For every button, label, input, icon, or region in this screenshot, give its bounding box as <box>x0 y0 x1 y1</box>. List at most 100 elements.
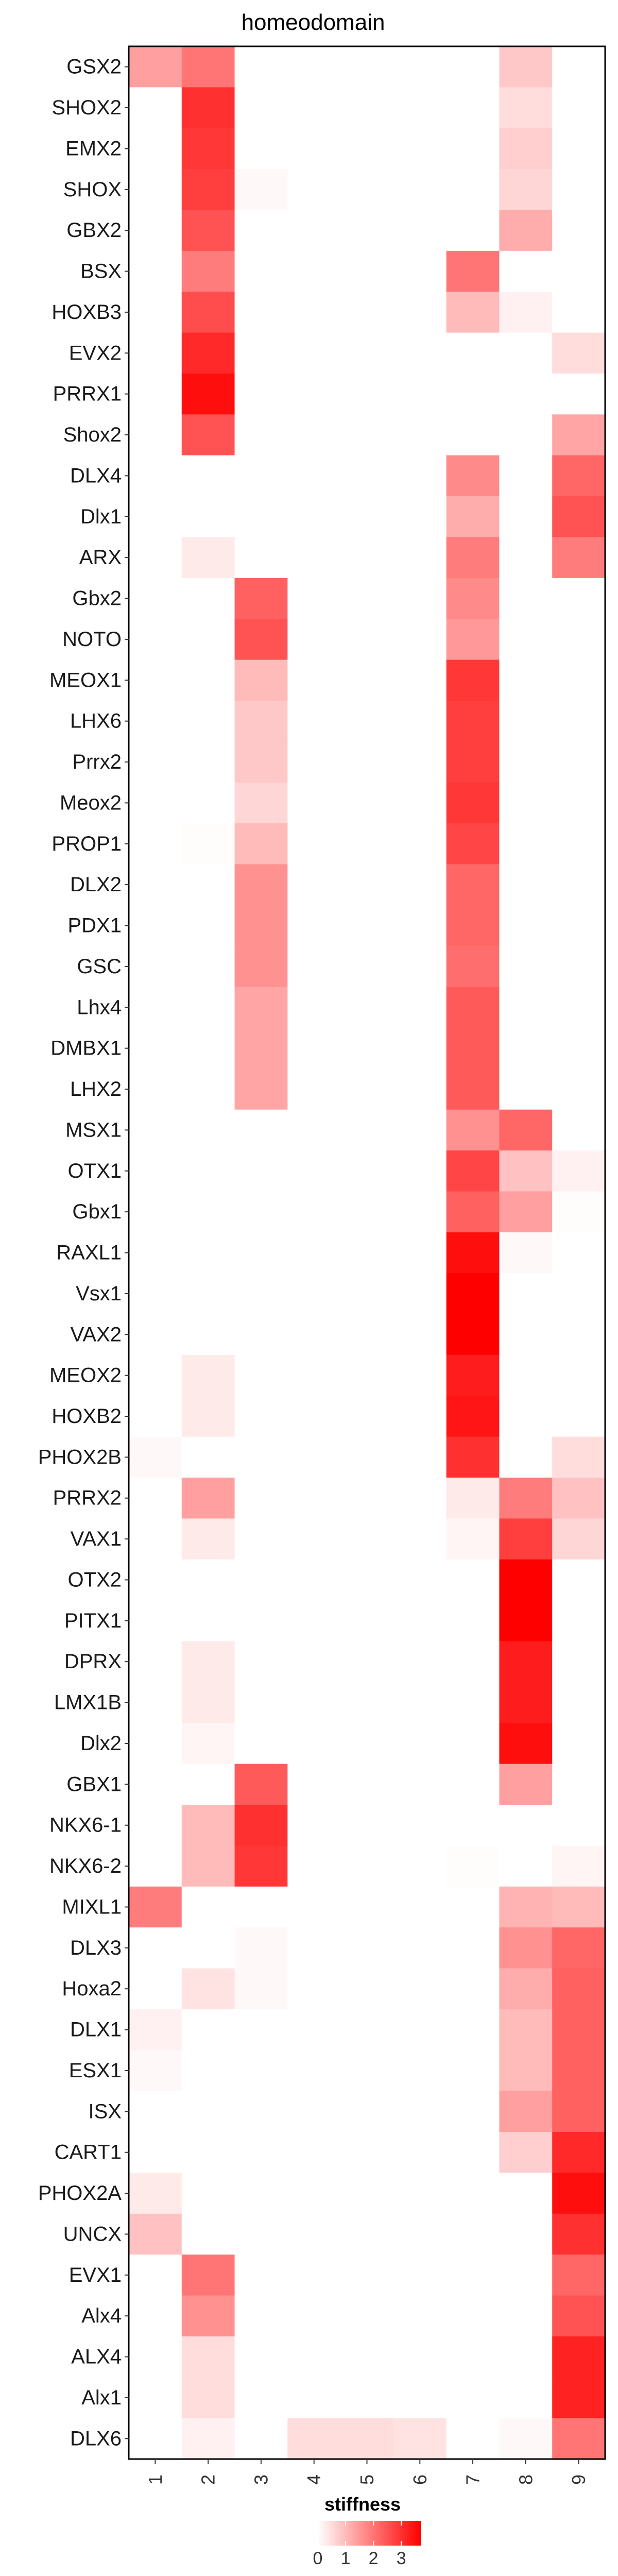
row-label: EVX2 <box>69 342 122 364</box>
heatmap-cell <box>552 2295 606 2337</box>
heatmap-cell <box>499 128 553 170</box>
heatmap-cell <box>446 578 500 619</box>
column-label: 9 <box>568 2475 589 2485</box>
heatmap-cell <box>393 1191 447 1233</box>
heatmap-cell <box>340 619 394 660</box>
heatmap-cell <box>181 2295 235 2337</box>
heatmap-cell <box>552 2132 606 2173</box>
row-label: GSX2 <box>66 56 122 78</box>
heatmap-cell <box>393 1682 447 1723</box>
row-label: DLX2 <box>70 873 122 896</box>
row-label: Gbx2 <box>72 587 122 610</box>
heatmap-cell <box>234 700 288 742</box>
heatmap-cell <box>287 128 341 170</box>
heatmap-cell <box>287 1641 341 1683</box>
heatmap-cell <box>446 87 500 129</box>
heatmap-cell <box>181 1232 235 1274</box>
heatmap-cell <box>446 1764 500 1805</box>
heatmap-cell <box>552 210 606 251</box>
row-label: EVX1 <box>69 2264 122 2286</box>
heatmap-cell <box>340 210 394 251</box>
heatmap-cell <box>499 2255 553 2296</box>
heatmap-cell <box>499 1682 553 1723</box>
heatmap-cell <box>287 2213 341 2255</box>
heatmap-cell <box>181 2213 235 2255</box>
heatmap-cell <box>181 1396 235 1437</box>
column-label: 3 <box>250 2475 271 2485</box>
heatmap-cell <box>234 1273 288 1315</box>
heatmap-cell <box>181 1314 235 1355</box>
heatmap-cell <box>181 1273 235 1315</box>
heatmap-cell <box>129 1968 182 2010</box>
heatmap-cell <box>446 1150 500 1192</box>
heatmap-cell <box>499 332 553 374</box>
heatmap-cell <box>552 1354 606 1396</box>
heatmap-cell <box>129 455 182 497</box>
heatmap-cell <box>552 1723 606 1765</box>
heatmap-cell <box>340 2132 394 2173</box>
heatmap-cell <box>129 1232 182 1274</box>
heatmap-cell <box>340 537 394 579</box>
heatmap-cell <box>340 1396 394 1437</box>
heatmap-cell <box>287 864 341 906</box>
heatmap-cell <box>552 250 606 292</box>
heatmap-cell <box>552 782 606 824</box>
heatmap-cell <box>499 537 553 579</box>
row-label: ALX4 <box>71 2346 122 2368</box>
heatmap-cell <box>287 823 341 865</box>
heatmap-cell <box>552 1764 606 1805</box>
heatmap-cell <box>129 2050 182 2092</box>
row-label: NKX6-2 <box>49 1855 122 1877</box>
heatmap-cell <box>287 905 341 946</box>
heatmap-cell <box>552 1968 606 2010</box>
heatmap-cell <box>552 864 606 906</box>
heatmap-cell <box>446 782 500 824</box>
heatmap-cell <box>129 87 182 129</box>
heatmap-cell <box>181 1641 235 1683</box>
heatmap-cell <box>340 2336 394 2378</box>
heatmap-cell <box>340 496 394 538</box>
heatmap-cell <box>234 1150 288 1192</box>
heatmap-cell <box>393 987 447 1028</box>
heatmap-cell <box>446 1886 500 1928</box>
heatmap-cell <box>234 1641 288 1683</box>
heatmap-cell <box>393 1027 447 1069</box>
heatmap-cell <box>287 414 341 456</box>
heatmap-cell <box>340 2295 394 2337</box>
heatmap-cell <box>393 864 447 906</box>
heatmap-cell <box>129 1191 182 1233</box>
row-label: BSX <box>80 260 122 283</box>
row-label: MSX1 <box>65 1118 122 1141</box>
heatmap-cell <box>499 455 553 497</box>
row-label: SHOX2 <box>52 96 122 119</box>
heatmap-cell <box>287 1191 341 1233</box>
heatmap-cell <box>446 1805 500 1846</box>
heatmap-cell <box>129 210 182 251</box>
heatmap-cell <box>552 2050 606 2092</box>
heatmap-cell <box>393 1600 447 1642</box>
heatmap-cell <box>181 373 235 415</box>
heatmap-cell <box>499 1518 553 1560</box>
heatmap-cell <box>340 1478 394 1519</box>
heatmap-cell <box>234 864 288 906</box>
heatmap-cell <box>552 987 606 1028</box>
heatmap-cell <box>340 1559 394 1601</box>
heatmap-cell <box>287 2418 341 2460</box>
heatmap-cell <box>393 1436 447 1478</box>
heatmap-cell <box>287 455 341 497</box>
heatmap-cell <box>393 414 447 456</box>
heatmap-cell <box>499 782 553 824</box>
row-label: LHX2 <box>70 1078 122 1100</box>
row-label: Gbx1 <box>72 1200 122 1223</box>
heatmap-cell <box>234 1027 288 1069</box>
heatmap-cell <box>181 332 235 374</box>
heatmap-cell <box>340 864 394 906</box>
row-label: DLX3 <box>70 1937 122 1959</box>
heatmap-cell <box>129 169 182 211</box>
heatmap-cell <box>552 1150 606 1192</box>
heatmap-cell <box>446 128 500 170</box>
heatmap-cell <box>181 2132 235 2173</box>
heatmap-cell <box>340 1682 394 1723</box>
heatmap-cell <box>446 1518 500 1560</box>
heatmap-cell <box>393 2377 447 2419</box>
